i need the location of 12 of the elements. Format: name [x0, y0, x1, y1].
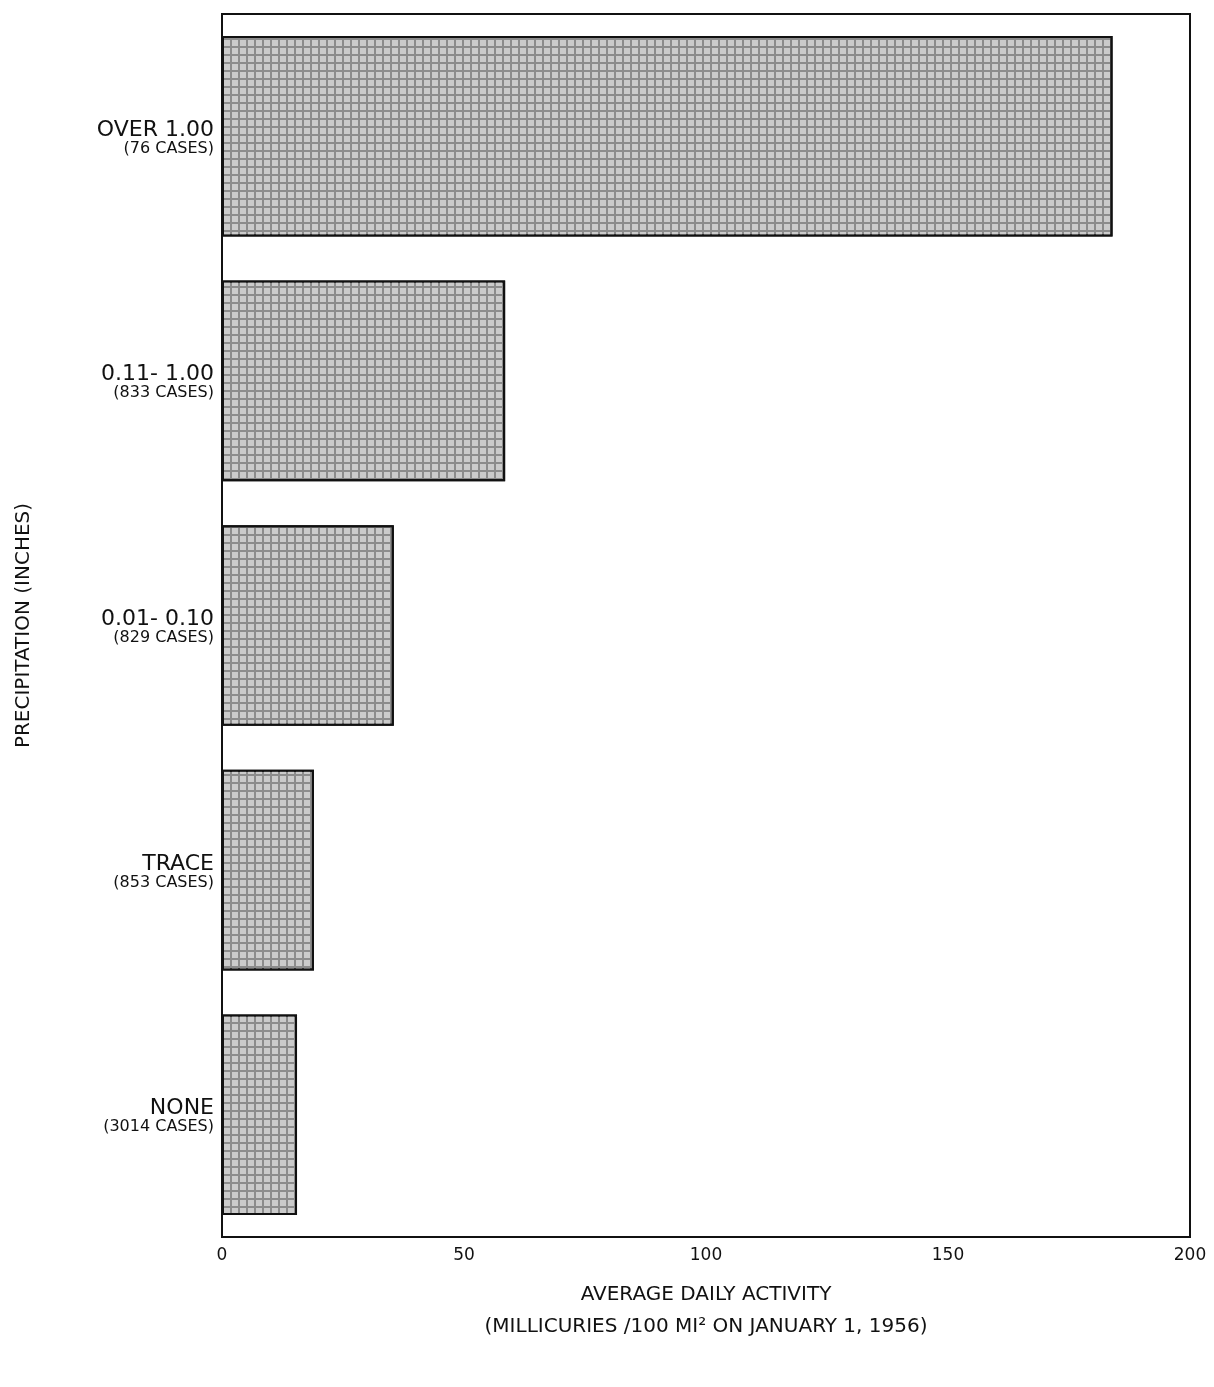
y-tick-label: 0.01- 0.10 (829 CASES) — [101, 605, 214, 646]
x-axis-title: AVERAGE DAILY ACTIVITY (MILLICURIES /100 MI² ON JANUARY 1, 1956) — [484, 1281, 928, 1337]
x-tick-label: 100 — [689, 1243, 723, 1264]
x-tick-label: 200 — [1173, 1243, 1207, 1264]
y-tick-label: NONE (3014 CASES) — [103, 1094, 214, 1136]
y-axis-title: PRECIPITATION (INCHES) — [10, 502, 34, 749]
y-tick-label: OVER 1.00 (76 CASES) — [96, 115, 214, 157]
y-tick-label: TRACE (853 CASES) — [113, 849, 214, 891]
x-tick-label: 0 — [216, 1243, 228, 1264]
x-tick-label: 150 — [931, 1243, 965, 1264]
y-tick-label: 0.11- 1.00 (833 CASES) — [101, 360, 214, 402]
x-tick-label: 50 — [453, 1243, 475, 1264]
